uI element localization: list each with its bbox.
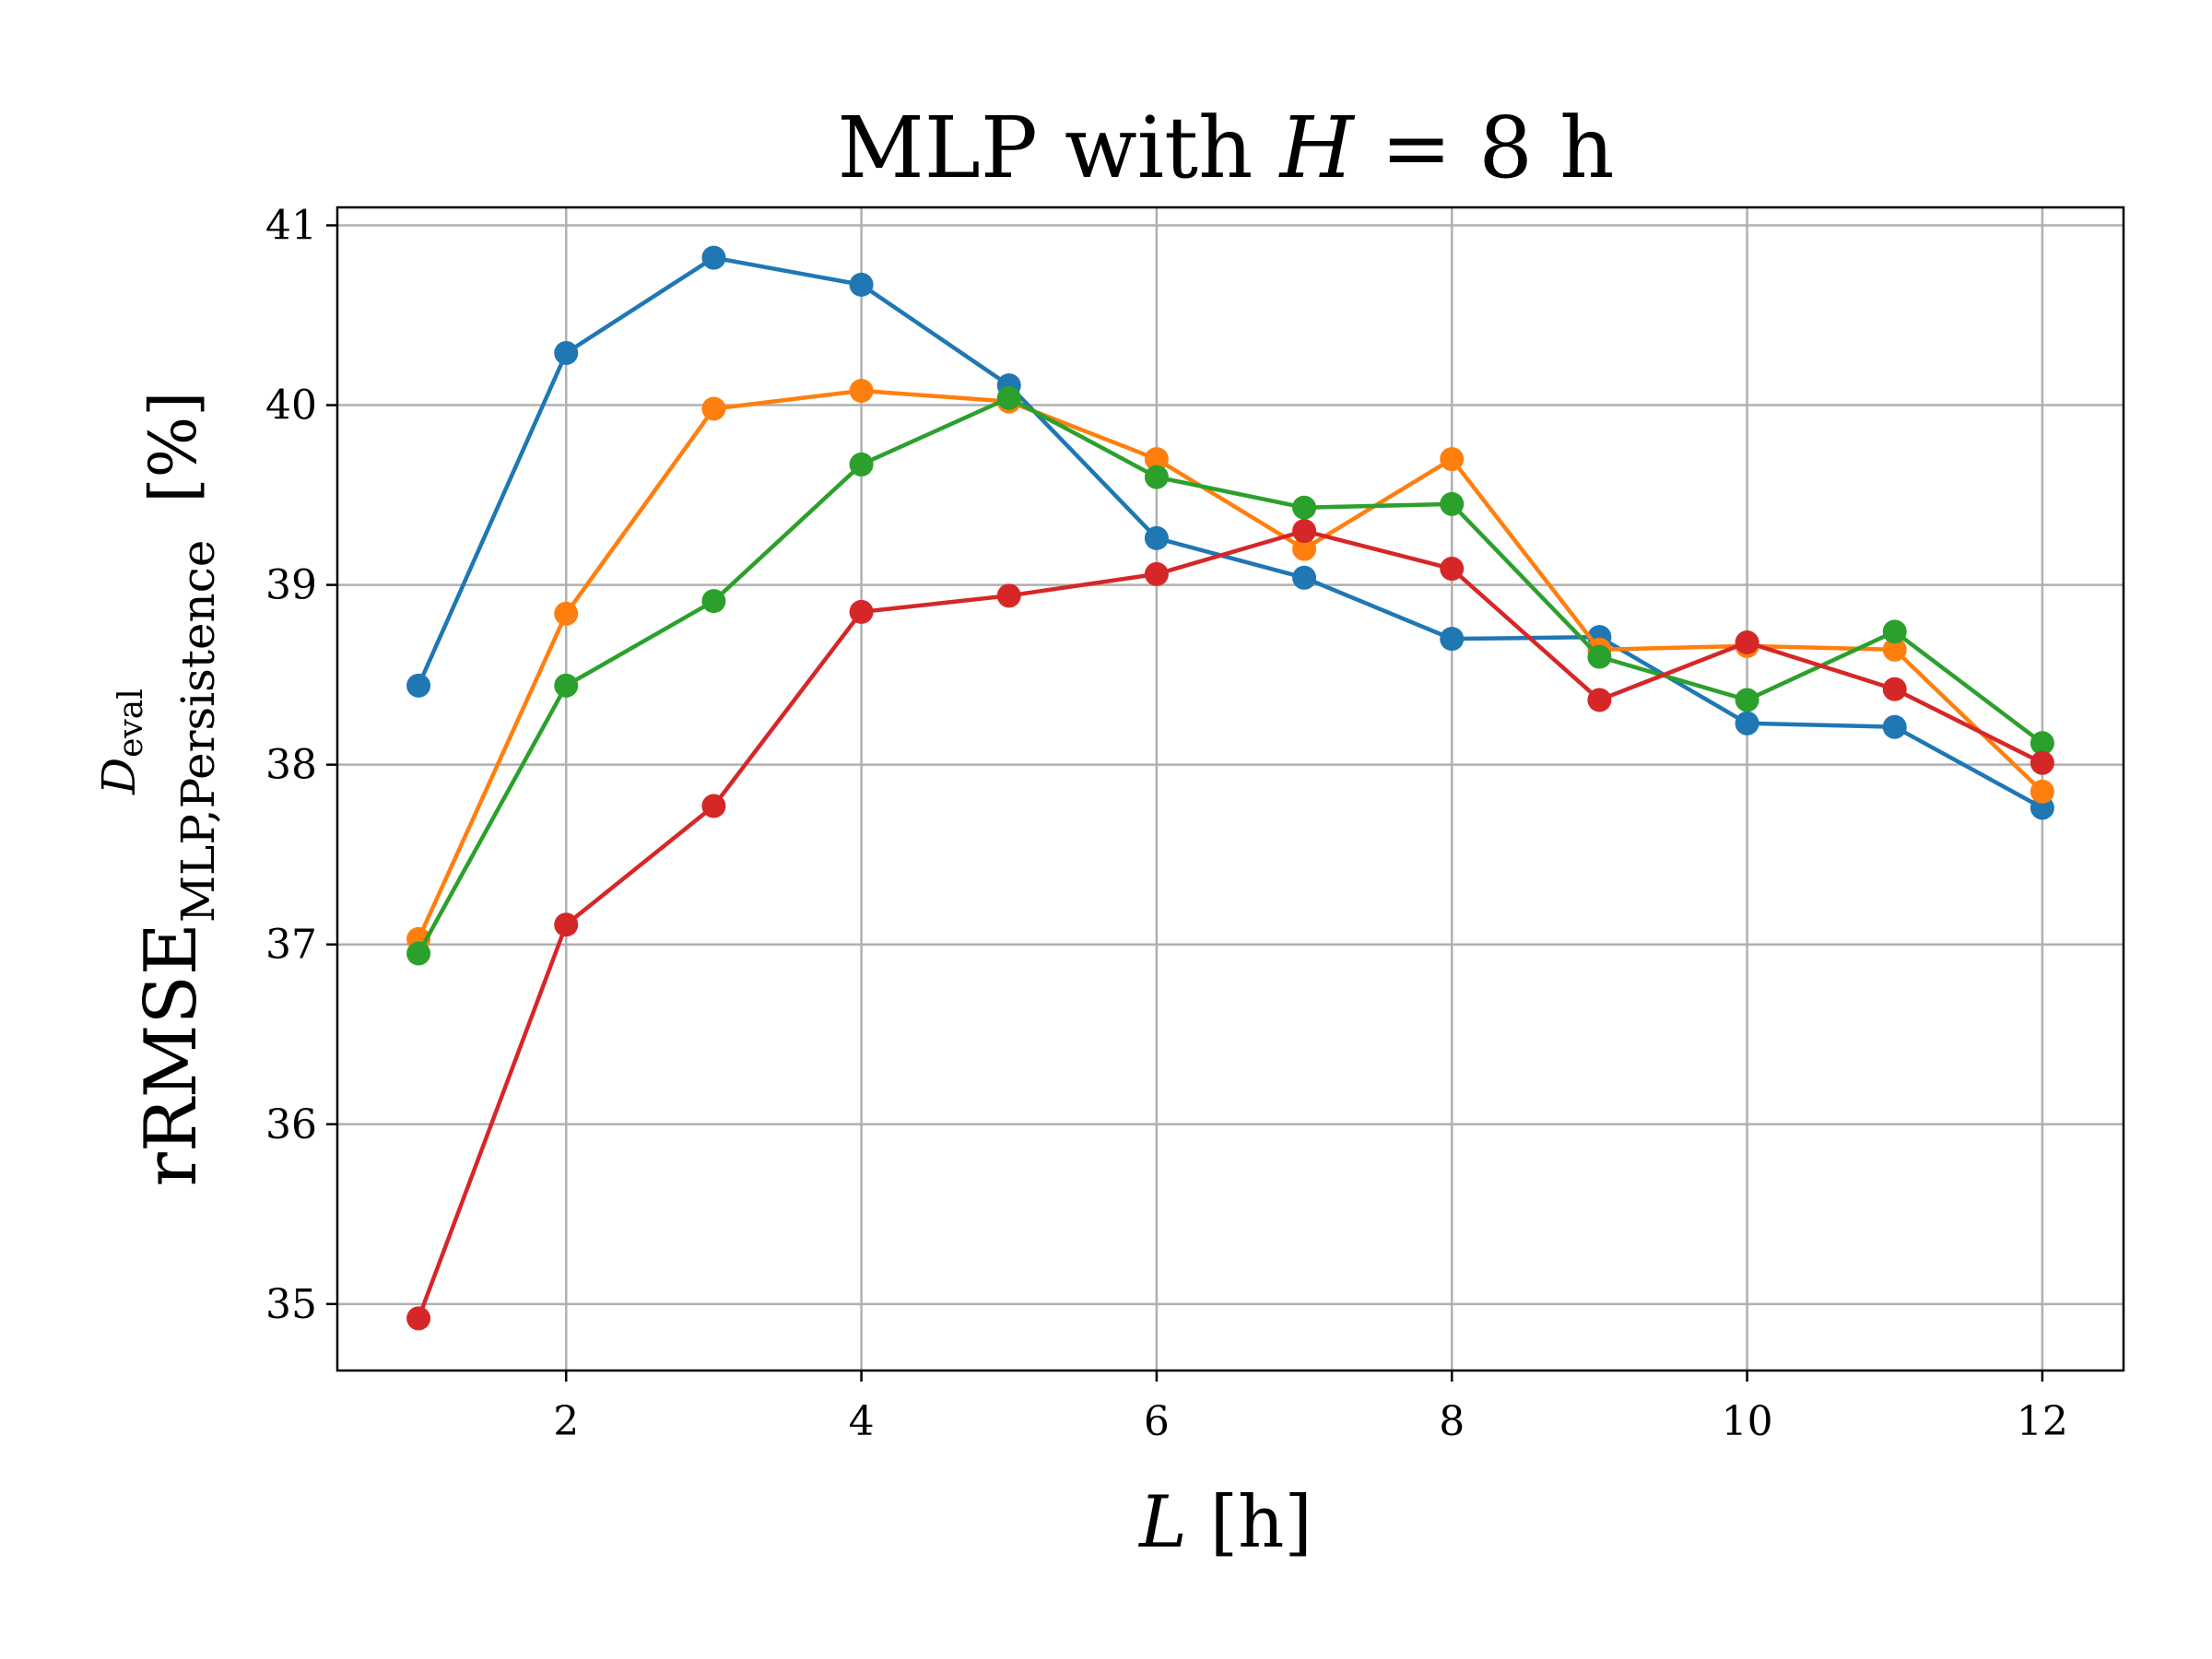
grid-lines [337, 207, 2124, 1371]
title-suffix: = 8 h [1354, 99, 1615, 197]
data-point [554, 673, 579, 698]
y-axis-superscript-var: D [92, 758, 146, 795]
data-point [849, 378, 874, 403]
series-line [417, 388, 2044, 940]
data-point [2030, 779, 2054, 804]
data-point [1882, 619, 1907, 644]
svg-text:Deval: Deval [92, 688, 150, 795]
x-axis-title: L [h] [1137, 1481, 1312, 1564]
series-line [417, 395, 2044, 955]
y-tick-label: 38 [265, 742, 317, 789]
data-point [2030, 731, 2054, 756]
y-axis-superscript-sub: eval [112, 688, 150, 758]
title-variable: H [1278, 99, 1356, 197]
y-tick-label: 37 [265, 922, 317, 969]
data-point [406, 1306, 431, 1331]
data-point [1292, 565, 1317, 590]
x-tick-label: 6 [1144, 1398, 1170, 1445]
data-point [1735, 711, 1759, 735]
data-point [701, 245, 726, 270]
y-axis-unit: [%] [135, 392, 211, 503]
data-point [996, 583, 1021, 608]
data-point [1440, 627, 1465, 652]
y-tick-label: 41 [265, 203, 317, 250]
series-2 [406, 378, 2054, 951]
x-tick-label: 2 [553, 1398, 579, 1445]
series-4 [406, 519, 2054, 1331]
data-point [1882, 714, 1907, 739]
axis-ticks: 2 4 6 8 10 12 35 36 37 38 39 40 41 [265, 203, 2068, 1445]
x-tick-label: 10 [1722, 1398, 1773, 1445]
x-axis-unit: [h] [1187, 1481, 1312, 1564]
data-point [554, 340, 579, 365]
data-point [1144, 561, 1169, 586]
data-point [406, 673, 431, 698]
data-point [849, 599, 874, 624]
data-point [1292, 519, 1317, 544]
data-point [1587, 644, 1612, 669]
data-point [1440, 557, 1465, 582]
x-tick-label: 8 [1439, 1398, 1465, 1445]
data-point [1144, 447, 1169, 472]
data-point [1440, 491, 1465, 516]
svg-text:rRMSEMLP,Persistence[%]: rRMSEMLP,Persistence [%] [130, 392, 225, 1187]
y-axis-title: rRMSEMLP,Persistence [%] Deval [92, 392, 225, 1187]
x-axis-variable: L [1137, 1481, 1187, 1564]
y-tick-label: 36 [265, 1101, 317, 1148]
data-point [701, 794, 726, 818]
chart-title: MLP with H = 8 h [838, 99, 1615, 197]
series-line [416, 528, 2043, 1320]
series-3 [406, 385, 2054, 966]
data-point [1587, 688, 1612, 712]
data-point [2030, 750, 2054, 775]
data-point [1882, 637, 1907, 662]
plot-frame [335, 206, 2125, 1372]
data-point [1292, 495, 1317, 520]
data-point [849, 452, 874, 477]
x-tick-label: 12 [2017, 1398, 2068, 1445]
data-point [1144, 525, 1169, 550]
data-point [701, 589, 726, 614]
title-prefix: MLP with [838, 99, 1280, 197]
data-point [1292, 536, 1317, 561]
series-1 [406, 245, 2054, 820]
y-axis-subscript: MLP,Persistence [171, 540, 225, 923]
series-layer [406, 245, 2054, 1331]
data-point [1735, 688, 1759, 712]
data-point [996, 385, 1021, 410]
y-axis-base: rRMSE [130, 923, 213, 1186]
data-point [849, 272, 874, 297]
data-point [1882, 677, 1907, 701]
data-point [1144, 465, 1169, 489]
x-tick-label: 4 [849, 1398, 875, 1445]
data-point [701, 396, 726, 421]
y-tick-label: 40 [265, 382, 317, 429]
y-tick-label: 39 [265, 562, 317, 609]
data-point [406, 941, 431, 966]
data-point [1735, 630, 1759, 655]
y-tick-label: 35 [265, 1281, 317, 1328]
series-line [417, 255, 2043, 810]
data-point [1440, 447, 1465, 472]
data-point [554, 601, 579, 626]
data-point [554, 912, 579, 937]
